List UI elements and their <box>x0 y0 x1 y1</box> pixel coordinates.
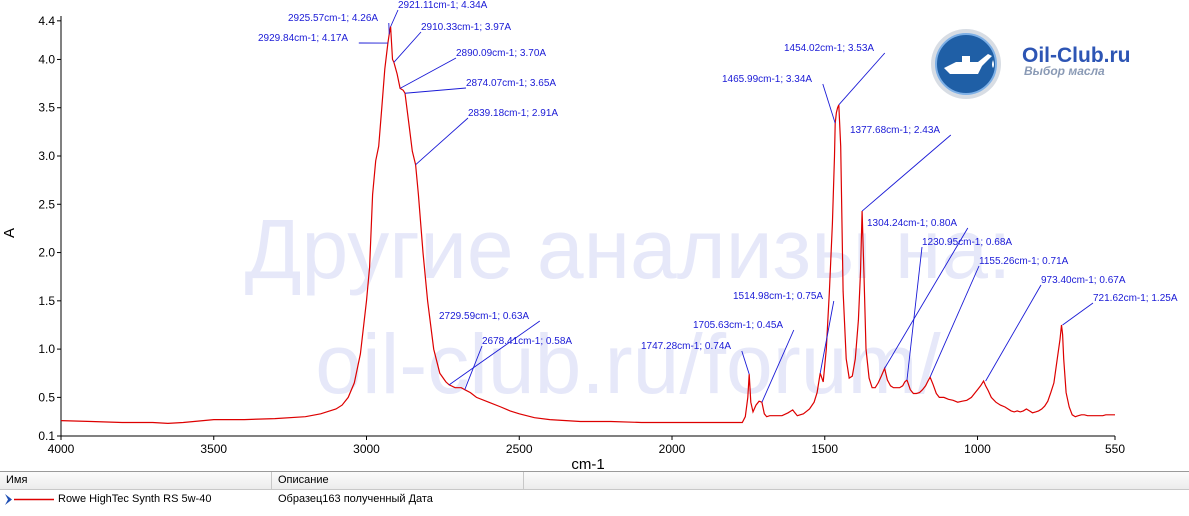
annotation-label: 1705.63cm-1; 0.45A <box>693 320 783 331</box>
y-tick-label: 4.4 <box>38 14 55 28</box>
annotation-leader <box>394 32 421 62</box>
x-tick-label: 3000 <box>353 442 380 456</box>
annotation-leader <box>416 118 468 165</box>
annotation-label: 1465.99cm-1; 3.34A <box>722 74 812 85</box>
annotation-label: 2890.09cm-1; 3.70A <box>456 48 546 59</box>
y-tick-label: 1.0 <box>38 342 55 356</box>
x-tick-label: 3500 <box>200 442 227 456</box>
oil-can-icon <box>931 29 1001 99</box>
x-tick-label: 2000 <box>659 442 686 456</box>
annotation-label: 2874.07cm-1; 3.65A <box>466 78 556 89</box>
y-tick-label: 4.0 <box>38 52 55 66</box>
annotation-label: 973.40cm-1; 0.67A <box>1041 275 1126 286</box>
annotation-label: 2729.59cm-1; 0.63A <box>439 311 529 322</box>
y-tick-label: 3.5 <box>38 101 55 115</box>
x-tick-label: 550 <box>1105 442 1125 456</box>
oil-club-logo: Oil-Club.ru Выбор масла <box>931 29 1131 99</box>
legend-series-description: Образец163 полученный Дата <box>278 490 524 509</box>
y-tick-label: 2.0 <box>38 246 55 260</box>
x-tick-label: 1000 <box>964 442 991 456</box>
annotation-label: 1155.26cm-1; 0.71A <box>979 256 1069 267</box>
annotation-label: 721.62cm-1; 1.25A <box>1093 293 1178 304</box>
spectrum-chart: Другие анализы на: oil-club.ru/forum/ Oi… <box>0 0 1189 470</box>
x-tick-label: 4000 <box>48 442 75 456</box>
legend-panel: Имя Описание Rowe HighTec Synth RS 5w-40… <box>0 471 1189 510</box>
column-header-description[interactable]: Описание <box>272 472 524 489</box>
annotation-leader <box>986 285 1041 381</box>
y-axis-label: A <box>1 228 18 238</box>
annotation-label: 1747.28cm-1; 0.74A <box>641 341 731 352</box>
annotation-label: 2921.11cm-1; 4.34A <box>398 0 488 11</box>
x-tick-label: 2500 <box>506 442 533 456</box>
annotation-leader <box>862 135 951 211</box>
y-tick-label: 0.1 <box>38 429 55 443</box>
logo-subtitle: Выбор масла <box>1024 64 1105 78</box>
column-header-name[interactable]: Имя <box>0 472 272 489</box>
annotation-label: 1514.98cm-1; 0.75A <box>733 291 823 302</box>
legend-series-name: Rowe HighTec Synth RS 5w-40 <box>58 490 272 509</box>
legend-header: Имя Описание <box>0 472 1189 490</box>
series-swatch <box>4 490 56 509</box>
watermark: Другие анализы на: oil-club.ru/forum/ <box>245 202 1012 411</box>
x-tick-label: 1500 <box>811 442 838 456</box>
arrow-marker-icon <box>4 490 56 509</box>
y-tick-label: 3.0 <box>38 149 55 163</box>
annotation-leader <box>839 53 885 105</box>
x-axis-label: cm-1 <box>571 456 604 470</box>
legend-row[interactable]: Rowe HighTec Synth RS 5w-40 Образец163 п… <box>0 490 1189 509</box>
annotation-leader <box>391 10 398 27</box>
annotation-label: 1454.02cm-1; 3.53A <box>784 43 874 54</box>
annotation-label: 1377.68cm-1; 2.43A <box>850 125 940 136</box>
y-tick-label: 0.5 <box>38 390 55 404</box>
annotation-label: 2678.41cm-1; 0.58A <box>482 336 572 347</box>
annotation-label: 2925.57cm-1; 4.26A <box>288 13 378 24</box>
annotation-leader <box>400 58 456 88</box>
annotation-leader <box>1063 303 1093 325</box>
annotation-leader <box>405 88 466 93</box>
annotation-label: 2839.18cm-1; 2.91A <box>468 108 558 119</box>
annotation-label: 2929.84cm-1; 4.17A <box>258 33 348 44</box>
y-tick-label: 1.5 <box>38 294 55 308</box>
spectrum-plot: Другие анализы на: oil-club.ru/forum/ Oi… <box>0 0 1189 470</box>
annotation-label: 1304.24cm-1; 0.80A <box>867 218 957 229</box>
annotation-label: 1230.95cm-1; 0.68A <box>922 237 1012 248</box>
annotation-leader <box>823 84 835 123</box>
watermark-line-1: Другие анализы на: <box>245 202 1012 296</box>
y-tick-label: 2.5 <box>38 197 55 211</box>
annotation-label: 2910.33cm-1; 3.97A <box>421 22 511 33</box>
